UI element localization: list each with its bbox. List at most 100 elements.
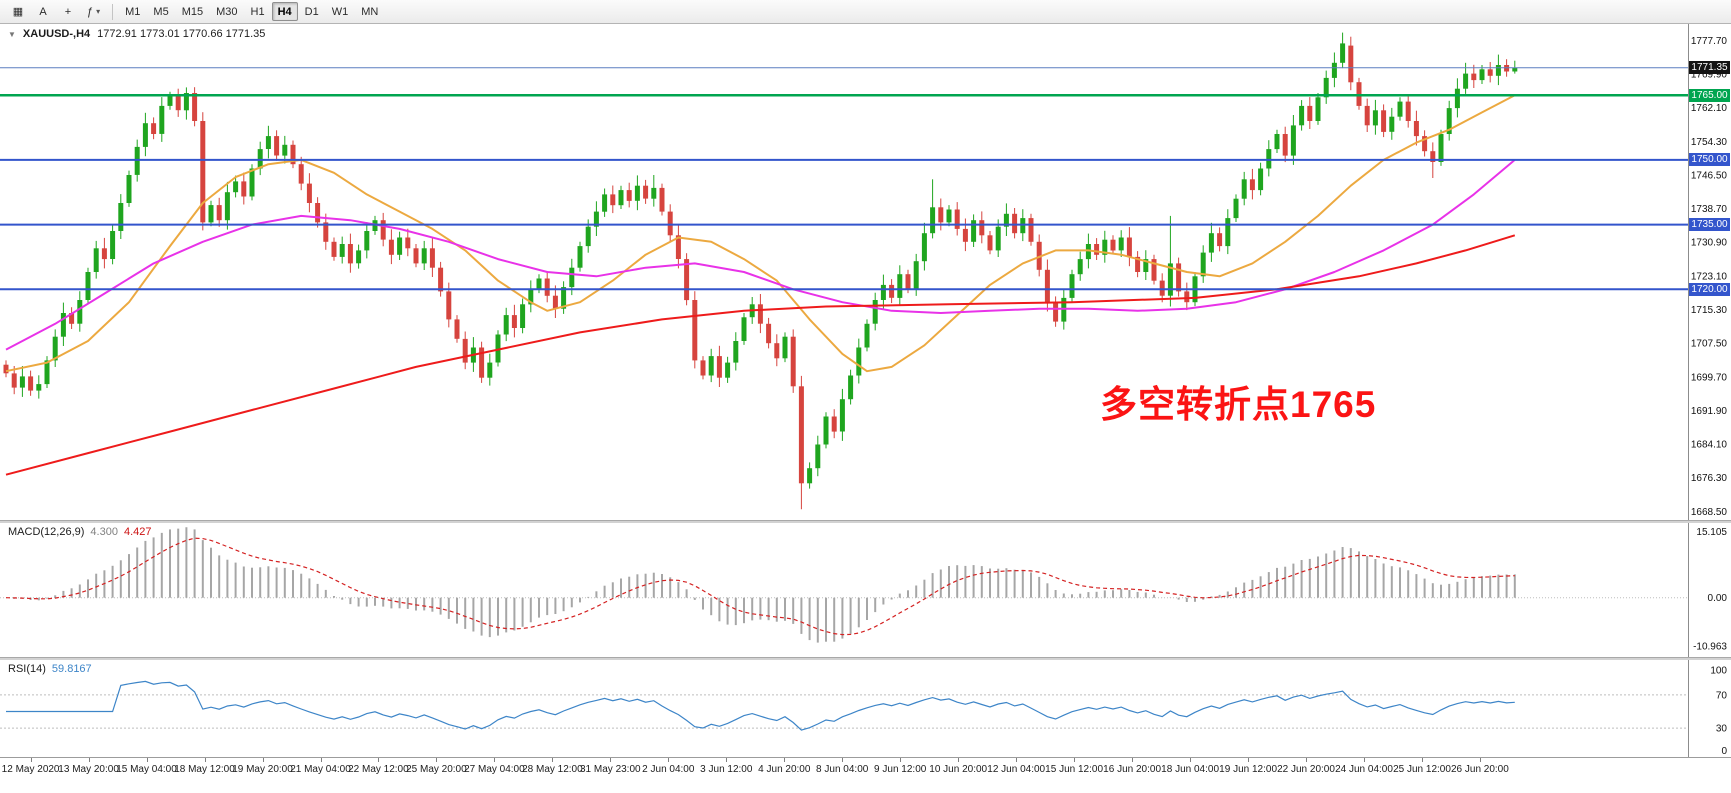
time-tick <box>262 758 264 762</box>
time-tick <box>1190 758 1192 762</box>
time-tick <box>958 758 960 762</box>
price-badge-1735.00: 1735.00 <box>1689 218 1730 232</box>
axis-label: 1676.30 <box>1691 473 1728 484</box>
time-axis-label: 8 Jun 04:00 <box>816 764 869 775</box>
time-tick <box>900 758 902 762</box>
time-axis-label: 12 May 2020 <box>1 764 60 775</box>
axis-label: 1769.90 <box>1691 70 1728 81</box>
time-tick <box>1364 758 1365 762</box>
time-tick <box>1132 758 1134 762</box>
axis-label: 1730.90 <box>1691 238 1728 249</box>
price-badge-1720.00: 1720.00 <box>1689 282 1730 296</box>
time-tick <box>1479 758 1481 762</box>
time-axis-label: 2 Jun 04:00 <box>642 764 695 775</box>
macd-plot: 15.105 0.00 -10.963 <box>0 523 1731 657</box>
time-axis-label: 18 May 12:00 <box>174 764 235 775</box>
time-tick <box>784 758 786 762</box>
time-tick <box>552 758 554 762</box>
timeframe-mn-button[interactable]: MN <box>361 5 379 18</box>
panel-splitter[interactable] <box>0 520 1731 523</box>
timeframe-h4-button[interactable]: H4 <box>271 2 298 21</box>
time-axis-label: 15 Jun 12:00 <box>1045 764 1104 775</box>
time-axis-label: 13 May 20:00 <box>58 764 119 775</box>
time-tick <box>320 758 322 762</box>
time-axis-label: 9 Jun 12:00 <box>874 764 927 775</box>
axis-label: 0 <box>1721 746 1727 757</box>
price-badge-1765.00: 1765.00 <box>1689 88 1730 102</box>
time-tick <box>436 758 438 762</box>
timeframe-m15-button[interactable]: M15 <box>181 5 204 18</box>
time-axis-label: 4 Jun 20:00 <box>758 764 811 775</box>
rsi-label: RSI(14) 59.8167 <box>8 663 92 675</box>
time-tick <box>1306 758 1307 762</box>
chevron-down-icon: ▾ <box>96 7 101 16</box>
main-chart-panel[interactable]: 1777.70 1769.90 1762.10 1754.30 1746.50 1738.… <box>0 24 1731 520</box>
axis-label: 1777.70 <box>1691 36 1728 47</box>
ohlc-values: 1772.91 1773.01 1770.66 1771.35 <box>97 28 266 40</box>
axis-label: 1715.30 <box>1691 305 1728 316</box>
ma-fast-orange <box>5 94 1516 373</box>
time-axis-label: 28 May 12:00 <box>522 764 583 775</box>
macd-main-value: 4.300 <box>90 526 118 538</box>
time-axis-label: 19 Jun 12:00 <box>1219 764 1278 775</box>
rsi-panel[interactable]: 100 70 30 0 RSI(14) 59.8167 <box>0 660 1731 757</box>
timeframe-w1-button[interactable]: W1 <box>331 5 349 18</box>
time-tick <box>378 758 380 762</box>
axis-label: 1691.90 <box>1691 406 1728 417</box>
time-axis-label: 18 Jun 04:00 <box>1161 764 1220 775</box>
time-tick <box>30 758 32 762</box>
time-axis-label: 15 May 04:00 <box>116 764 177 775</box>
axis-label: 1684.10 <box>1691 440 1728 451</box>
time-axis-label: 19 May 20:00 <box>232 764 293 775</box>
axis-label: 1738.70 <box>1691 204 1728 215</box>
macd-signal-value: 4.427 <box>123 526 152 538</box>
time-axis-label: 3 Jun 12:00 <box>700 764 753 775</box>
symbol-dropdown-icon: ▼ <box>8 29 16 39</box>
timeframe-h1-button[interactable]: H1 <box>250 5 265 18</box>
time-tick <box>1422 758 1423 762</box>
rsi-line <box>6 680 1515 731</box>
chart-annotation[interactable]: 多空转折点1765 <box>1100 384 1377 425</box>
axis-label: 1746.50 <box>1691 170 1728 181</box>
axis-label: 70 <box>1716 690 1728 701</box>
time-tick <box>610 758 612 762</box>
time-axis-label: 31 May 23:00 <box>579 764 641 775</box>
time-tick <box>1074 758 1076 762</box>
time-tick <box>1248 758 1250 762</box>
panel-splitter[interactable] <box>0 657 1731 660</box>
timeframe-d1-button[interactable]: D1 <box>304 5 319 18</box>
chart-window-icon[interactable]: ▦ <box>12 6 24 18</box>
timeframe-m5-button[interactable]: M5 <box>153 5 169 18</box>
time-axis-label: 12 Jun 04:00 <box>987 764 1046 775</box>
cursor-mode-icon[interactable]: A <box>39 5 47 18</box>
timeframe-m1-button[interactable]: M1 <box>125 5 141 18</box>
candles-group <box>3 32 1518 510</box>
time-axis[interactable]: 12 May 2020 13 May 20:00 15 May 04:00 18 Ma… <box>0 757 1731 793</box>
price-axis <box>1688 24 1731 520</box>
indicators-icon[interactable]: ƒ ▾ <box>87 5 101 18</box>
axis-label: 1699.70 <box>1691 372 1728 383</box>
axis-label: 1668.50 <box>1691 507 1728 518</box>
rsi-plot: 100 70 30 0 <box>0 660 1731 757</box>
macd-panel[interactable]: 15.105 0.00 -10.963 MACD(12,26,9) 4.300 4.… <box>0 523 1731 657</box>
time-tick <box>842 758 844 762</box>
toolbar-icon-group: ▦ A + ƒ ▾ <box>6 2 106 21</box>
time-axis-label: 22 May 12:00 <box>348 764 409 775</box>
axis-label: 30 <box>1716 724 1728 735</box>
axis-label: 1754.30 <box>1691 137 1728 148</box>
axis-label: 1723.10 <box>1691 271 1728 282</box>
axis-label: 100 <box>1710 666 1727 677</box>
candlestick-plot[interactable]: 1777.70 1769.90 1762.10 1754.30 1746.50 1738.… <box>0 24 1731 520</box>
crosshair-icon[interactable]: + <box>64 5 72 18</box>
price-badge-1750.00: 1750.00 <box>1689 153 1730 167</box>
time-tick <box>88 758 90 762</box>
ma-mid-magenta <box>5 159 1516 351</box>
time-axis-label: 22 Jun 20:00 <box>1277 764 1335 775</box>
timeframe-m30-button[interactable]: M30 <box>216 5 238 18</box>
time-axis-label: 24 Jun 04:00 <box>1335 764 1393 775</box>
time-axis-label: 26 Jun 20:00 <box>1450 764 1509 775</box>
time-axis-label: 16 Jun 20:00 <box>1103 764 1162 775</box>
time-axis-label: 10 Jun 20:00 <box>929 764 988 775</box>
rsi-value: 59.8167 <box>51 663 92 675</box>
